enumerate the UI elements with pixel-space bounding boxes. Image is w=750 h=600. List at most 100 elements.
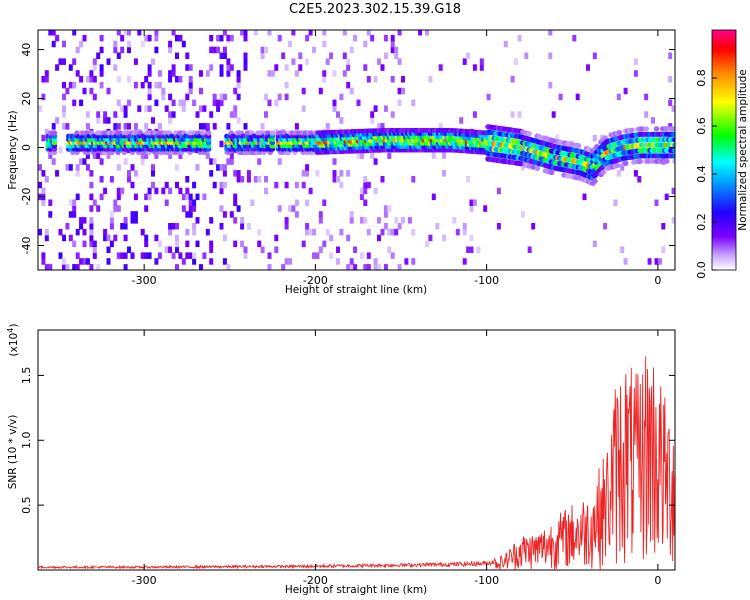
spectrogram-noise-cell bbox=[384, 53, 388, 60]
spectrogram-noise-cell bbox=[223, 53, 227, 60]
spectrogram-noise-cell bbox=[504, 41, 508, 48]
spectrogram-noise-cell bbox=[158, 241, 162, 248]
spectrogram-x-tick-label: 0 bbox=[654, 274, 661, 287]
spectrogram-noise-cell bbox=[134, 217, 138, 224]
spectrogram-noise-cell bbox=[192, 229, 196, 236]
spectrogram-noise-cell bbox=[154, 235, 158, 242]
spectrogram-noise-cell bbox=[230, 158, 234, 165]
spectrogram-noise-cell bbox=[113, 47, 117, 54]
spectrogram-noise-cell bbox=[144, 76, 148, 83]
spectrogram-noise-cell bbox=[100, 82, 104, 89]
spectrogram-noise-cell bbox=[305, 200, 309, 207]
spectrogram-noise-cell bbox=[76, 194, 80, 201]
spectrogram-noise-cell bbox=[470, 235, 474, 242]
spectrogram-noise-cell bbox=[165, 182, 169, 189]
spectrogram-noise-cell bbox=[487, 94, 491, 101]
spectrogram-noise-cell bbox=[244, 35, 248, 42]
spectrogram-noise-cell bbox=[274, 235, 278, 242]
spectrogram-noise-cell bbox=[470, 205, 474, 212]
spectrogram-noise-cell bbox=[65, 88, 69, 95]
spectrogram-y-tick-label: 40 bbox=[20, 43, 33, 57]
spectrogram-noise-cell bbox=[247, 223, 251, 230]
spectrogram-noise-cell bbox=[274, 100, 278, 107]
spectrogram-noise-cell bbox=[511, 111, 515, 118]
spectrogram-noise-cell bbox=[247, 170, 251, 177]
spectrogram-noise-cell bbox=[117, 164, 121, 171]
spectrogram-noise-cell bbox=[38, 105, 42, 112]
spectrogram-noise-cell bbox=[209, 217, 213, 224]
spectrogram-noise-cell bbox=[107, 258, 111, 265]
spectrogram-noise-cell bbox=[72, 200, 76, 207]
spectrogram-noise-cell bbox=[552, 111, 556, 118]
spectrogram-noise-cell bbox=[278, 35, 282, 42]
spectrogram-noise-cell bbox=[233, 88, 237, 95]
spectrogram-noise-cell bbox=[124, 217, 128, 224]
spectrogram-noise-cell bbox=[285, 182, 289, 189]
spectrogram-noise-cell bbox=[343, 53, 347, 60]
spectrogram-noise-cell bbox=[285, 223, 289, 230]
spectrogram-noise-cell bbox=[192, 223, 196, 230]
spectrogram-noise-cell bbox=[113, 123, 117, 130]
spectrogram-noise-cell bbox=[151, 117, 155, 124]
spectrogram-noise-cell bbox=[271, 70, 275, 77]
spectrogram-noise-cell bbox=[370, 35, 374, 42]
spectrogram-noise-cell bbox=[381, 229, 385, 236]
spectrogram-noise-cell bbox=[339, 182, 343, 189]
spectrogram-noise-cell bbox=[391, 76, 395, 83]
spectrogram-noise-cell bbox=[148, 64, 152, 71]
spectrogram-noise-cell bbox=[134, 194, 138, 201]
spectrogram-noise-cell bbox=[124, 235, 128, 242]
snr-y-tick-label: 1.5 bbox=[20, 367, 33, 385]
spectrogram-noise-cell bbox=[298, 53, 302, 60]
spectrogram-noise-cell bbox=[425, 241, 429, 248]
spectrogram-noise-cell bbox=[593, 241, 597, 248]
spectrogram-noise-cell bbox=[620, 247, 624, 254]
spectrogram-noise-cell bbox=[404, 258, 408, 265]
spectrogram-noise-cell bbox=[55, 117, 59, 124]
spectrogram-noise-cell bbox=[127, 76, 131, 83]
spectrogram-noise-cell bbox=[655, 200, 659, 207]
spectrogram-noise-cell bbox=[161, 94, 165, 101]
spectrogram-noise-cell bbox=[350, 47, 354, 54]
spectrogram-noise-cell bbox=[178, 76, 182, 83]
spectrogram-noise-cell bbox=[257, 158, 261, 165]
spectrogram-noise-cell bbox=[288, 41, 292, 48]
spectrogram-noise-cell bbox=[230, 35, 234, 42]
spectrogram-noise-cell bbox=[168, 111, 172, 118]
spectrogram-noise-cell bbox=[189, 82, 193, 89]
spectrogram-noise-cell bbox=[110, 211, 114, 218]
spectrogram-noise-cell bbox=[216, 47, 220, 54]
spectrogram-noise-cell bbox=[319, 88, 323, 95]
spectrogram-noise-cell bbox=[189, 205, 193, 212]
spectrogram-noise-cell bbox=[202, 252, 206, 259]
spectrogram-noise-cell bbox=[165, 200, 169, 207]
colorbar-tick-label: 0.2 bbox=[695, 213, 708, 231]
spectrogram-noise-cell bbox=[548, 82, 552, 89]
spectrogram-noise-cell bbox=[144, 252, 148, 259]
snr-frame bbox=[38, 330, 675, 570]
spectrogram-noise-cell bbox=[72, 58, 76, 65]
spectrogram-noise-cell bbox=[285, 217, 289, 224]
spectrogram-noise-cell bbox=[312, 229, 316, 236]
spectrogram-noise-cell bbox=[394, 47, 398, 54]
spectrogram-noise-cell bbox=[189, 76, 193, 83]
spectrogram-noise-cell bbox=[93, 94, 97, 101]
spectrogram-noise-cell bbox=[79, 76, 83, 83]
spectrogram-noise-cell bbox=[377, 235, 381, 242]
spectrogram-noise-cell bbox=[305, 35, 309, 42]
spectrogram-noise-cell bbox=[113, 111, 117, 118]
spectrogram-noise-cell bbox=[634, 170, 638, 177]
spectrogram-noise-cell bbox=[62, 111, 66, 118]
spectrogram-noise-cell bbox=[65, 223, 69, 230]
spectrogram-noise-cell bbox=[442, 152, 446, 159]
spectrogram-noise-cell bbox=[648, 258, 652, 265]
spectrogram-noise-cell bbox=[466, 176, 470, 183]
spectrogram-noise-cell bbox=[350, 217, 354, 224]
spectrogram-noise-cell bbox=[62, 82, 66, 89]
spectrogram-noise-cell bbox=[370, 117, 374, 124]
spectrogram-noise-cell bbox=[148, 94, 152, 101]
spectrogram-noise-cell bbox=[295, 211, 299, 218]
spectrogram-noise-cell bbox=[103, 111, 107, 118]
spectrogram-noise-cell bbox=[151, 58, 155, 65]
spectrogram-noise-cell bbox=[394, 217, 398, 224]
